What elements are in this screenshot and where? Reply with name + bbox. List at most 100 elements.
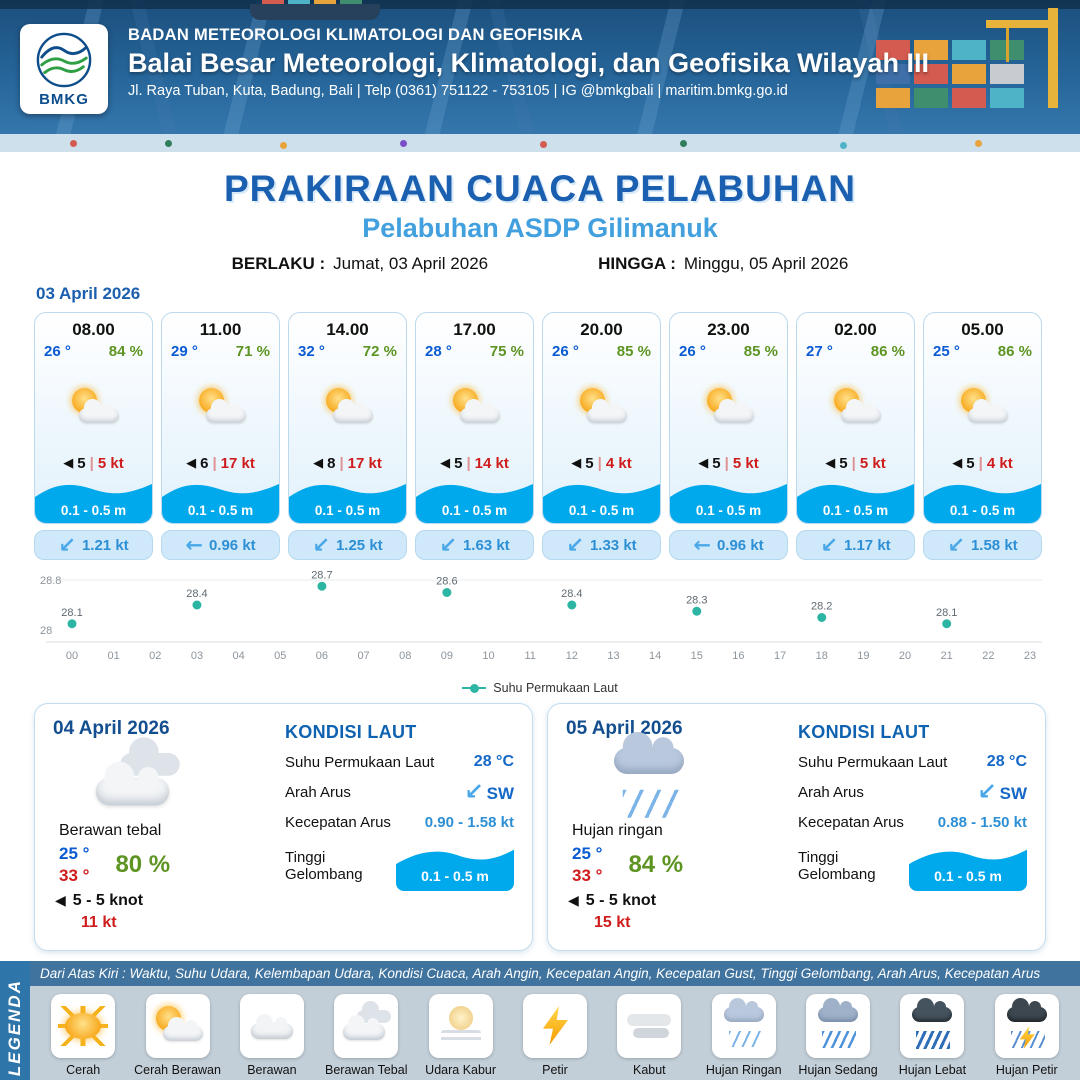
wave-height-value: 0.1 - 0.5 m: [934, 868, 1002, 884]
wind-row: ◀ 5 | 4 kt: [952, 455, 1012, 472]
svg-text:28.1: 28.1: [936, 607, 957, 619]
sst-value: 28 °C: [986, 753, 1027, 770]
legend-icon-row: Cerah Cerah Berawan Berawan Berawan Teba…: [30, 986, 1080, 1077]
hourly-forecast-card: 08.00 26 ° 84 % ◀ 5 | 5 kt 0.1 - 0.5 m ↙…: [34, 312, 153, 560]
sst-series-label: Suhu Permukaan Laut: [493, 681, 618, 695]
weather-icon-area: [955, 360, 1011, 455]
air-temperature: 26 °: [44, 343, 71, 360]
hourly-forecast-card: 02.00 27 ° 86 % ◀ 5 | 5 kt 0.1 - 0.5 m ↙…: [796, 312, 915, 560]
svg-text:23: 23: [1024, 650, 1036, 662]
hourly-card-body: 20.00 26 ° 85 % ◀ 5 | 4 kt 0.1 - 0.5 m: [542, 312, 661, 524]
svg-text:00: 00: [66, 650, 78, 662]
daily-temps: 25 ° 33 ° 80 %: [59, 844, 271, 886]
current-speed: 0.96 kt: [208, 536, 256, 554]
daily-weather-summary: 04 April 2026 Berawan tebal 25 ° 33 ° 80…: [53, 718, 271, 938]
forecast-time: 08.00: [72, 320, 115, 339]
wave-shape-icon: [924, 484, 1041, 523]
forecast-time: 20.00: [580, 320, 623, 339]
wind-direction-arrow-icon: ◀: [952, 456, 963, 471]
valid-to-label: HINGGA :: [598, 254, 676, 273]
humidity: 85 %: [616, 343, 651, 360]
current-speed: 1.33 kt: [589, 536, 637, 554]
svg-text:28.1: 28.1: [61, 607, 82, 619]
forecast-time: 05.00: [961, 320, 1004, 339]
legend-item: Berawan: [225, 994, 319, 1077]
humidity: 75 %: [489, 343, 524, 360]
legend-sidebar: LEGENDA: [0, 961, 30, 1080]
sst-value: 28 °C: [473, 753, 514, 770]
current-row: ↙ 1.33 kt: [542, 530, 661, 560]
legend-icon-tile: [994, 994, 1059, 1058]
wind-direction-arrow-icon: ◀: [186, 456, 197, 471]
sea-conditions: KONDISI LAUT Suhu Permukaan Laut 28 °C A…: [798, 718, 1027, 938]
valid-to: HINGGA : Minggu, 05 April 2026: [598, 254, 848, 274]
legend-icon-tile: [711, 994, 776, 1058]
legend-item: Kabut: [602, 994, 696, 1077]
weather-condition-icon: [574, 385, 630, 431]
svg-text:28.2: 28.2: [811, 601, 832, 613]
min-temperature: 25 °: [572, 844, 603, 863]
wave-shape-icon: [396, 849, 514, 891]
wave-shape-icon: [543, 484, 660, 523]
legend-item-label: Hujan Ringan: [705, 1063, 782, 1077]
air-temperature: 29 °: [171, 343, 198, 360]
wave-shape-icon: [35, 484, 152, 523]
weather-condition-icon: [338, 1001, 394, 1049]
svg-text:19: 19: [857, 650, 869, 662]
svg-text:21: 21: [941, 650, 953, 662]
legend-item: Hujan Petir: [980, 994, 1074, 1077]
weather-condition-icon: [193, 385, 249, 431]
wind-direction-arrow-icon: ◀: [571, 456, 582, 471]
sst-chart-legend: Suhu Permukaan Laut: [34, 681, 1046, 695]
wind-row: ◀ 5 | 4 kt: [571, 455, 631, 472]
current-speed-row: Kecepatan Arus 0.88 - 1.50 kt: [798, 814, 1027, 831]
wave-height-band: 0.1 - 0.5 m: [35, 477, 152, 523]
wind-speed: 5: [585, 455, 594, 472]
hourly-forecast-card: 05.00 25 ° 86 % ◀ 5 | 4 kt 0.1 - 0.5 m ↙…: [923, 312, 1042, 560]
legend-note: Dari Atas Kiri : Waktu, Suhu Udara, Kele…: [30, 961, 1080, 986]
current-speed-value: 0.88 - 1.50 kt: [937, 814, 1027, 831]
svg-text:17: 17: [774, 650, 786, 662]
sst-chart: 28.8 28 00 01 02 03 04 05 06 07 08 09 10 11 12 13 14 15 16…: [34, 564, 1046, 695]
svg-text:28.3: 28.3: [686, 594, 707, 606]
hourly-card-body: 11.00 29 ° 71 % ◀ 6 | 17 kt 0.1 - 0.5 m: [161, 312, 280, 524]
humidity: 84 %: [628, 851, 684, 878]
legend-item: Hujan Ringan: [697, 994, 791, 1077]
humidity: 80 %: [115, 851, 171, 878]
svg-text:10: 10: [482, 650, 494, 662]
max-temperature: 33 °: [572, 866, 603, 885]
weather-condition-icon: [55, 1003, 111, 1049]
crane-illustration: [986, 8, 1058, 108]
wind-direction-arrow-icon: ◀: [568, 893, 579, 909]
legend-item: Hujan Lebat: [885, 994, 979, 1077]
wave-shape-icon: [289, 484, 406, 523]
svg-text:14: 14: [649, 650, 661, 662]
legend-icon-tile: [428, 994, 493, 1058]
daily-forecast-card: 04 April 2026 Berawan tebal 25 ° 33 ° 80…: [34, 703, 533, 951]
current-row: ↙ 1.25 kt: [288, 530, 407, 560]
daily-weather-icon-area: [566, 732, 784, 822]
wind-direction-arrow-icon: ◀: [825, 456, 836, 471]
legend-item-label: Udara Kabur: [425, 1063, 497, 1077]
bmkg-logo-mark-icon: [36, 32, 92, 88]
svg-text:22: 22: [982, 650, 994, 662]
current-speed: 0.96 kt: [716, 536, 764, 554]
weather-condition-label: Berawan tebal: [59, 822, 162, 839]
current-direction-arrow-icon: ↙: [464, 779, 484, 805]
legend-item: Petir: [508, 994, 602, 1077]
hourly-card-body: 17.00 28 ° 75 % ◀ 5 | 14 kt 0.1 - 0.5 m: [415, 312, 534, 524]
wind-speed: 5: [77, 455, 86, 472]
bmkg-logo: BMKG: [20, 24, 108, 114]
legend-section: LEGENDA Dari Atas Kiri : Waktu, Suhu Uda…: [0, 961, 1080, 1080]
weather-condition-icon: [955, 385, 1011, 431]
hourly-forecast-card: 17.00 28 ° 75 % ◀ 5 | 14 kt 0.1 - 0.5 m …: [415, 312, 534, 560]
daily-temps: 25 ° 33 ° 84 %: [572, 844, 784, 886]
temp-humidity-row: 32 ° 72 %: [289, 340, 406, 360]
current-row: ← 0.96 kt: [669, 530, 788, 560]
weather-condition-icon: [320, 385, 376, 431]
legend-item-label: Cerah Berawan: [134, 1063, 221, 1077]
weather-icon-area: [320, 360, 376, 455]
wave-height: 0.1 - 0.5 m: [314, 503, 381, 518]
svg-text:28.4: 28.4: [186, 588, 207, 600]
svg-text:28.8: 28.8: [40, 575, 61, 587]
